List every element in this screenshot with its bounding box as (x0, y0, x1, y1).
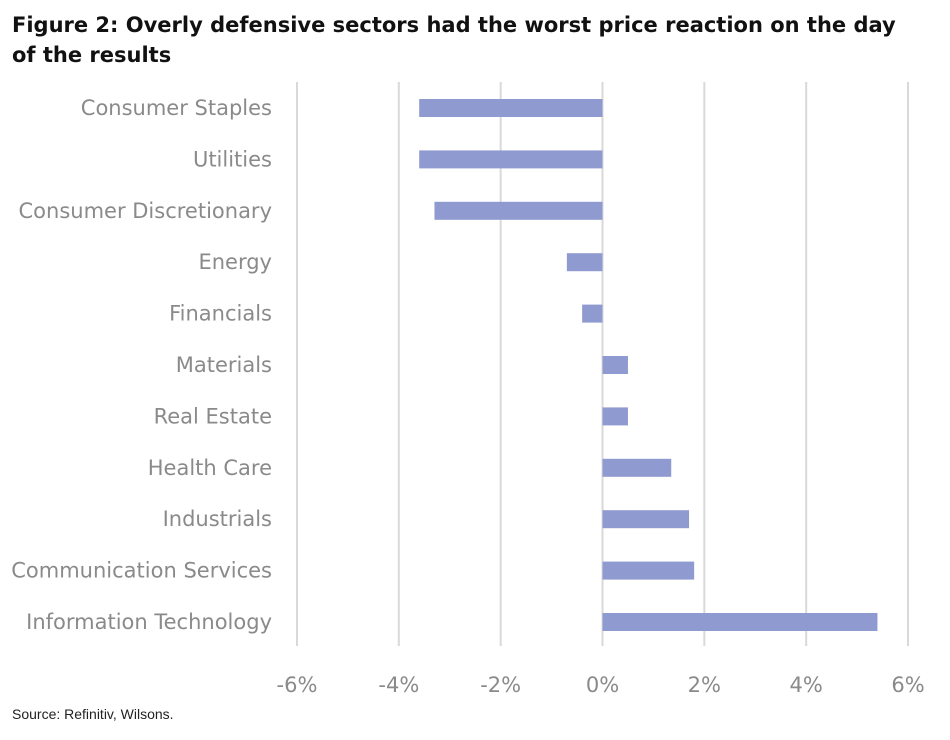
bar-6 (602, 407, 628, 426)
bar-1 (419, 150, 603, 169)
bar-7 (602, 458, 672, 477)
x-tick-label-1: -4% (378, 673, 419, 697)
bar-10 (602, 613, 878, 631)
x-tick-label-4: 2% (688, 673, 721, 697)
category-label-1: Utilities (193, 147, 272, 171)
category-label-0: Consumer Staples (81, 96, 272, 120)
bars (419, 99, 878, 631)
category-label-7: Health Care (148, 456, 272, 480)
bar-9 (602, 561, 695, 580)
category-label-6: Real Estate (154, 404, 272, 428)
x-tick-label-0: -6% (277, 673, 318, 697)
x-tick-label-2: -2% (480, 673, 521, 697)
category-label-8: Industrials (163, 507, 272, 531)
category-label-10: Information Technology (26, 610, 272, 634)
category-label-5: Materials (176, 353, 272, 377)
x-axis-tick-labels: -6% -4% -2% 0% 2% 4% 6% (277, 673, 925, 697)
bar-4 (582, 304, 603, 323)
x-tick-label-5: 4% (790, 673, 823, 697)
bar-0 (419, 99, 603, 117)
source-note: Source: Refinitiv, Wilsons. (12, 706, 174, 722)
gridlines (296, 82, 909, 646)
bar-3 (566, 253, 603, 272)
category-label-2: Consumer Discretionary (19, 199, 273, 223)
category-label-4: Financials (169, 302, 272, 326)
bar-2 (434, 201, 603, 220)
bar-chart: Consumer Staples Utilities Consumer Discre… (11, 82, 925, 697)
category-label-3: Energy (198, 250, 272, 274)
category-labels: Consumer Staples Utilities Consumer Discre… (11, 96, 272, 634)
bar-8 (602, 510, 690, 529)
chart-title: Figure 2: Overly defensive sectors had t… (12, 13, 896, 67)
x-tick-label-3: 0% (586, 673, 619, 697)
bar-5 (602, 356, 628, 374)
x-tick-label-6: 6% (891, 673, 924, 697)
category-label-9: Communication Services (11, 559, 272, 583)
